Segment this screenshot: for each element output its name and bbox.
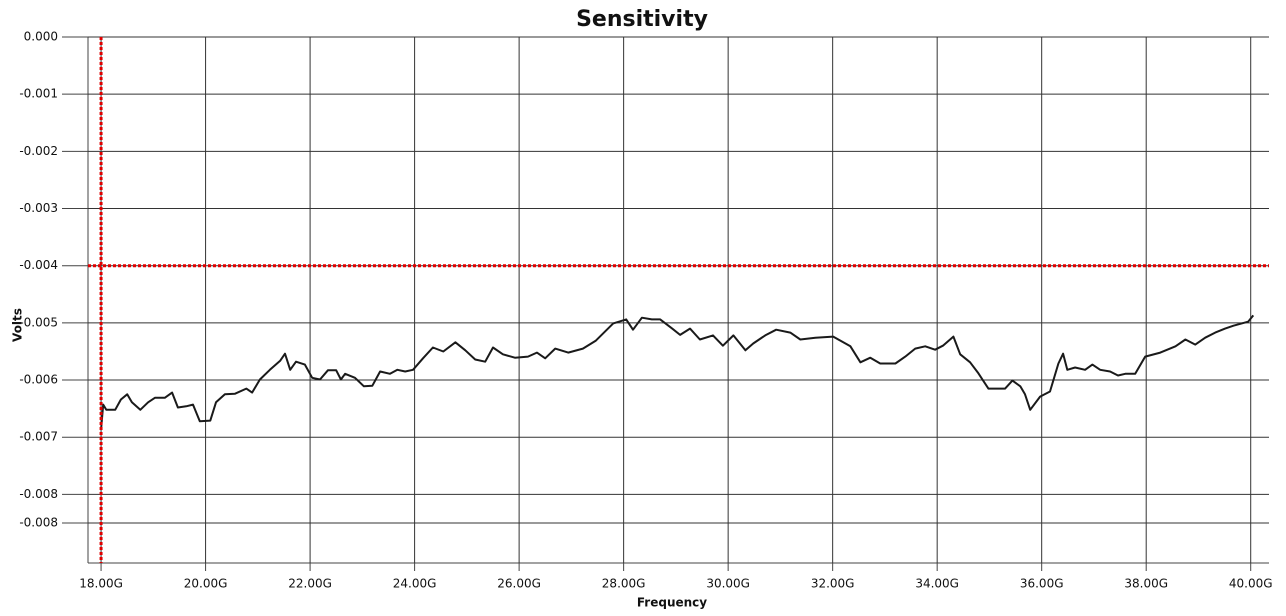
x-tick-label: 18.00G [79, 577, 123, 591]
chart-title: Sensitivity [576, 7, 708, 32]
y-tick-label: 0.000 [24, 30, 58, 44]
x-tick-label: 32.00G [811, 577, 855, 591]
y-tick-label: -0.002 [19, 144, 58, 158]
y-axis-title: Volts [11, 308, 25, 342]
x-tick-label: 30.00G [706, 577, 750, 591]
x-tick-label: 20.00G [184, 577, 228, 591]
data-line [100, 314, 1255, 430]
x-tick-label: 28.00G [602, 577, 646, 591]
y-tick-label: -0.008 [19, 487, 58, 501]
y-tick-label: -0.003 [19, 201, 58, 215]
x-tick-label: 24.00G [393, 577, 437, 591]
x-tick-label: 26.00G [497, 577, 541, 591]
y-tick-label: -0.004 [19, 258, 58, 272]
y-tick-label: -0.006 [19, 373, 58, 387]
y-tick-label: -0.005 [19, 315, 58, 329]
x-tick-label: 38.00G [1124, 577, 1168, 591]
x-tick-label: 22.00G [288, 577, 332, 591]
y-tick-label: -0.008 [19, 515, 58, 529]
y-tick-label: -0.007 [19, 430, 58, 444]
y-tick-label: -0.001 [19, 87, 58, 101]
x-tick-label: 34.00G [915, 577, 959, 591]
x-tick-label: 36.00G [1020, 577, 1064, 591]
x-tick-label: 40.00G [1229, 577, 1273, 591]
x-axis-title: Frequency [637, 596, 707, 610]
